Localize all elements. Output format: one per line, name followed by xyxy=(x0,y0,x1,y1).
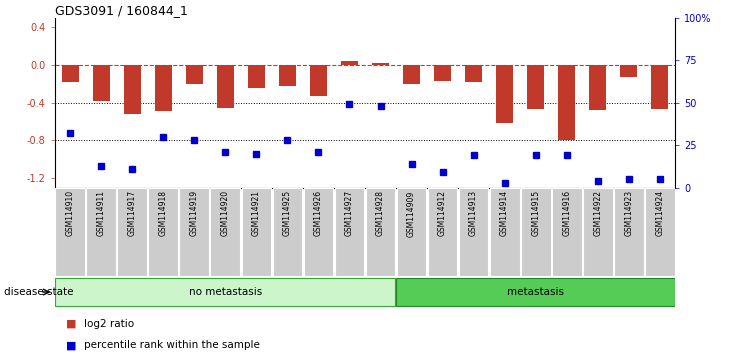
Text: GSM114922: GSM114922 xyxy=(593,190,602,236)
Bar xyxy=(589,65,606,110)
Text: GSM114926: GSM114926 xyxy=(314,190,323,236)
Bar xyxy=(614,188,644,276)
Text: GSM114918: GSM114918 xyxy=(159,190,168,236)
Bar xyxy=(434,65,451,81)
Text: percentile rank within the sample: percentile rank within the sample xyxy=(84,340,260,350)
Bar xyxy=(558,65,575,141)
Text: GSM114916: GSM114916 xyxy=(562,190,571,236)
Bar xyxy=(118,188,147,276)
Bar xyxy=(55,188,85,276)
Bar xyxy=(279,65,296,86)
Bar xyxy=(428,188,458,276)
Text: GSM114909: GSM114909 xyxy=(407,190,416,236)
Bar xyxy=(155,65,172,111)
Bar xyxy=(527,65,544,109)
Text: log2 ratio: log2 ratio xyxy=(84,319,134,329)
Bar xyxy=(465,65,482,82)
Bar xyxy=(490,188,520,276)
Bar xyxy=(366,188,396,276)
Text: GSM114914: GSM114914 xyxy=(500,190,509,236)
Bar xyxy=(55,278,396,306)
Text: ■: ■ xyxy=(66,319,76,329)
Bar xyxy=(458,188,488,276)
Text: GSM114912: GSM114912 xyxy=(438,190,447,236)
Bar xyxy=(248,65,265,88)
Bar xyxy=(396,188,426,276)
Text: GDS3091 / 160844_1: GDS3091 / 160844_1 xyxy=(55,4,188,17)
Bar xyxy=(180,188,210,276)
Bar xyxy=(645,188,675,276)
Text: no metastasis: no metastasis xyxy=(189,287,262,297)
Text: GSM114927: GSM114927 xyxy=(345,190,354,236)
Text: GSM114921: GSM114921 xyxy=(252,190,261,236)
Bar xyxy=(396,278,675,306)
Text: metastasis: metastasis xyxy=(507,287,564,297)
Text: GSM114919: GSM114919 xyxy=(190,190,199,236)
Bar xyxy=(310,65,327,96)
Bar xyxy=(304,188,334,276)
Text: GSM114917: GSM114917 xyxy=(128,190,137,236)
Text: GSM114910: GSM114910 xyxy=(66,190,74,236)
Bar xyxy=(272,188,302,276)
Text: GSM114923: GSM114923 xyxy=(624,190,633,236)
Bar xyxy=(552,188,582,276)
Bar xyxy=(242,188,272,276)
Bar xyxy=(124,65,141,114)
Bar xyxy=(334,188,364,276)
Bar xyxy=(186,65,203,84)
Bar xyxy=(93,65,110,101)
Text: GSM114924: GSM114924 xyxy=(656,190,664,236)
Bar xyxy=(62,65,79,82)
Text: GSM114915: GSM114915 xyxy=(531,190,540,236)
Bar xyxy=(341,61,358,65)
Bar xyxy=(148,188,178,276)
Bar xyxy=(403,65,420,84)
Bar xyxy=(496,65,513,124)
Bar xyxy=(217,65,234,108)
Bar xyxy=(86,188,116,276)
Bar xyxy=(583,188,612,276)
Text: GSM114928: GSM114928 xyxy=(376,190,385,236)
Bar xyxy=(372,63,389,65)
Text: ■: ■ xyxy=(66,340,76,350)
Text: disease state: disease state xyxy=(4,287,73,297)
Text: GSM114911: GSM114911 xyxy=(97,190,106,236)
Bar xyxy=(210,188,240,276)
Bar xyxy=(620,65,637,77)
Text: GSM114925: GSM114925 xyxy=(283,190,292,236)
Text: GSM114920: GSM114920 xyxy=(221,190,230,236)
Text: GSM114913: GSM114913 xyxy=(469,190,478,236)
Bar xyxy=(651,65,668,109)
Bar xyxy=(520,188,550,276)
